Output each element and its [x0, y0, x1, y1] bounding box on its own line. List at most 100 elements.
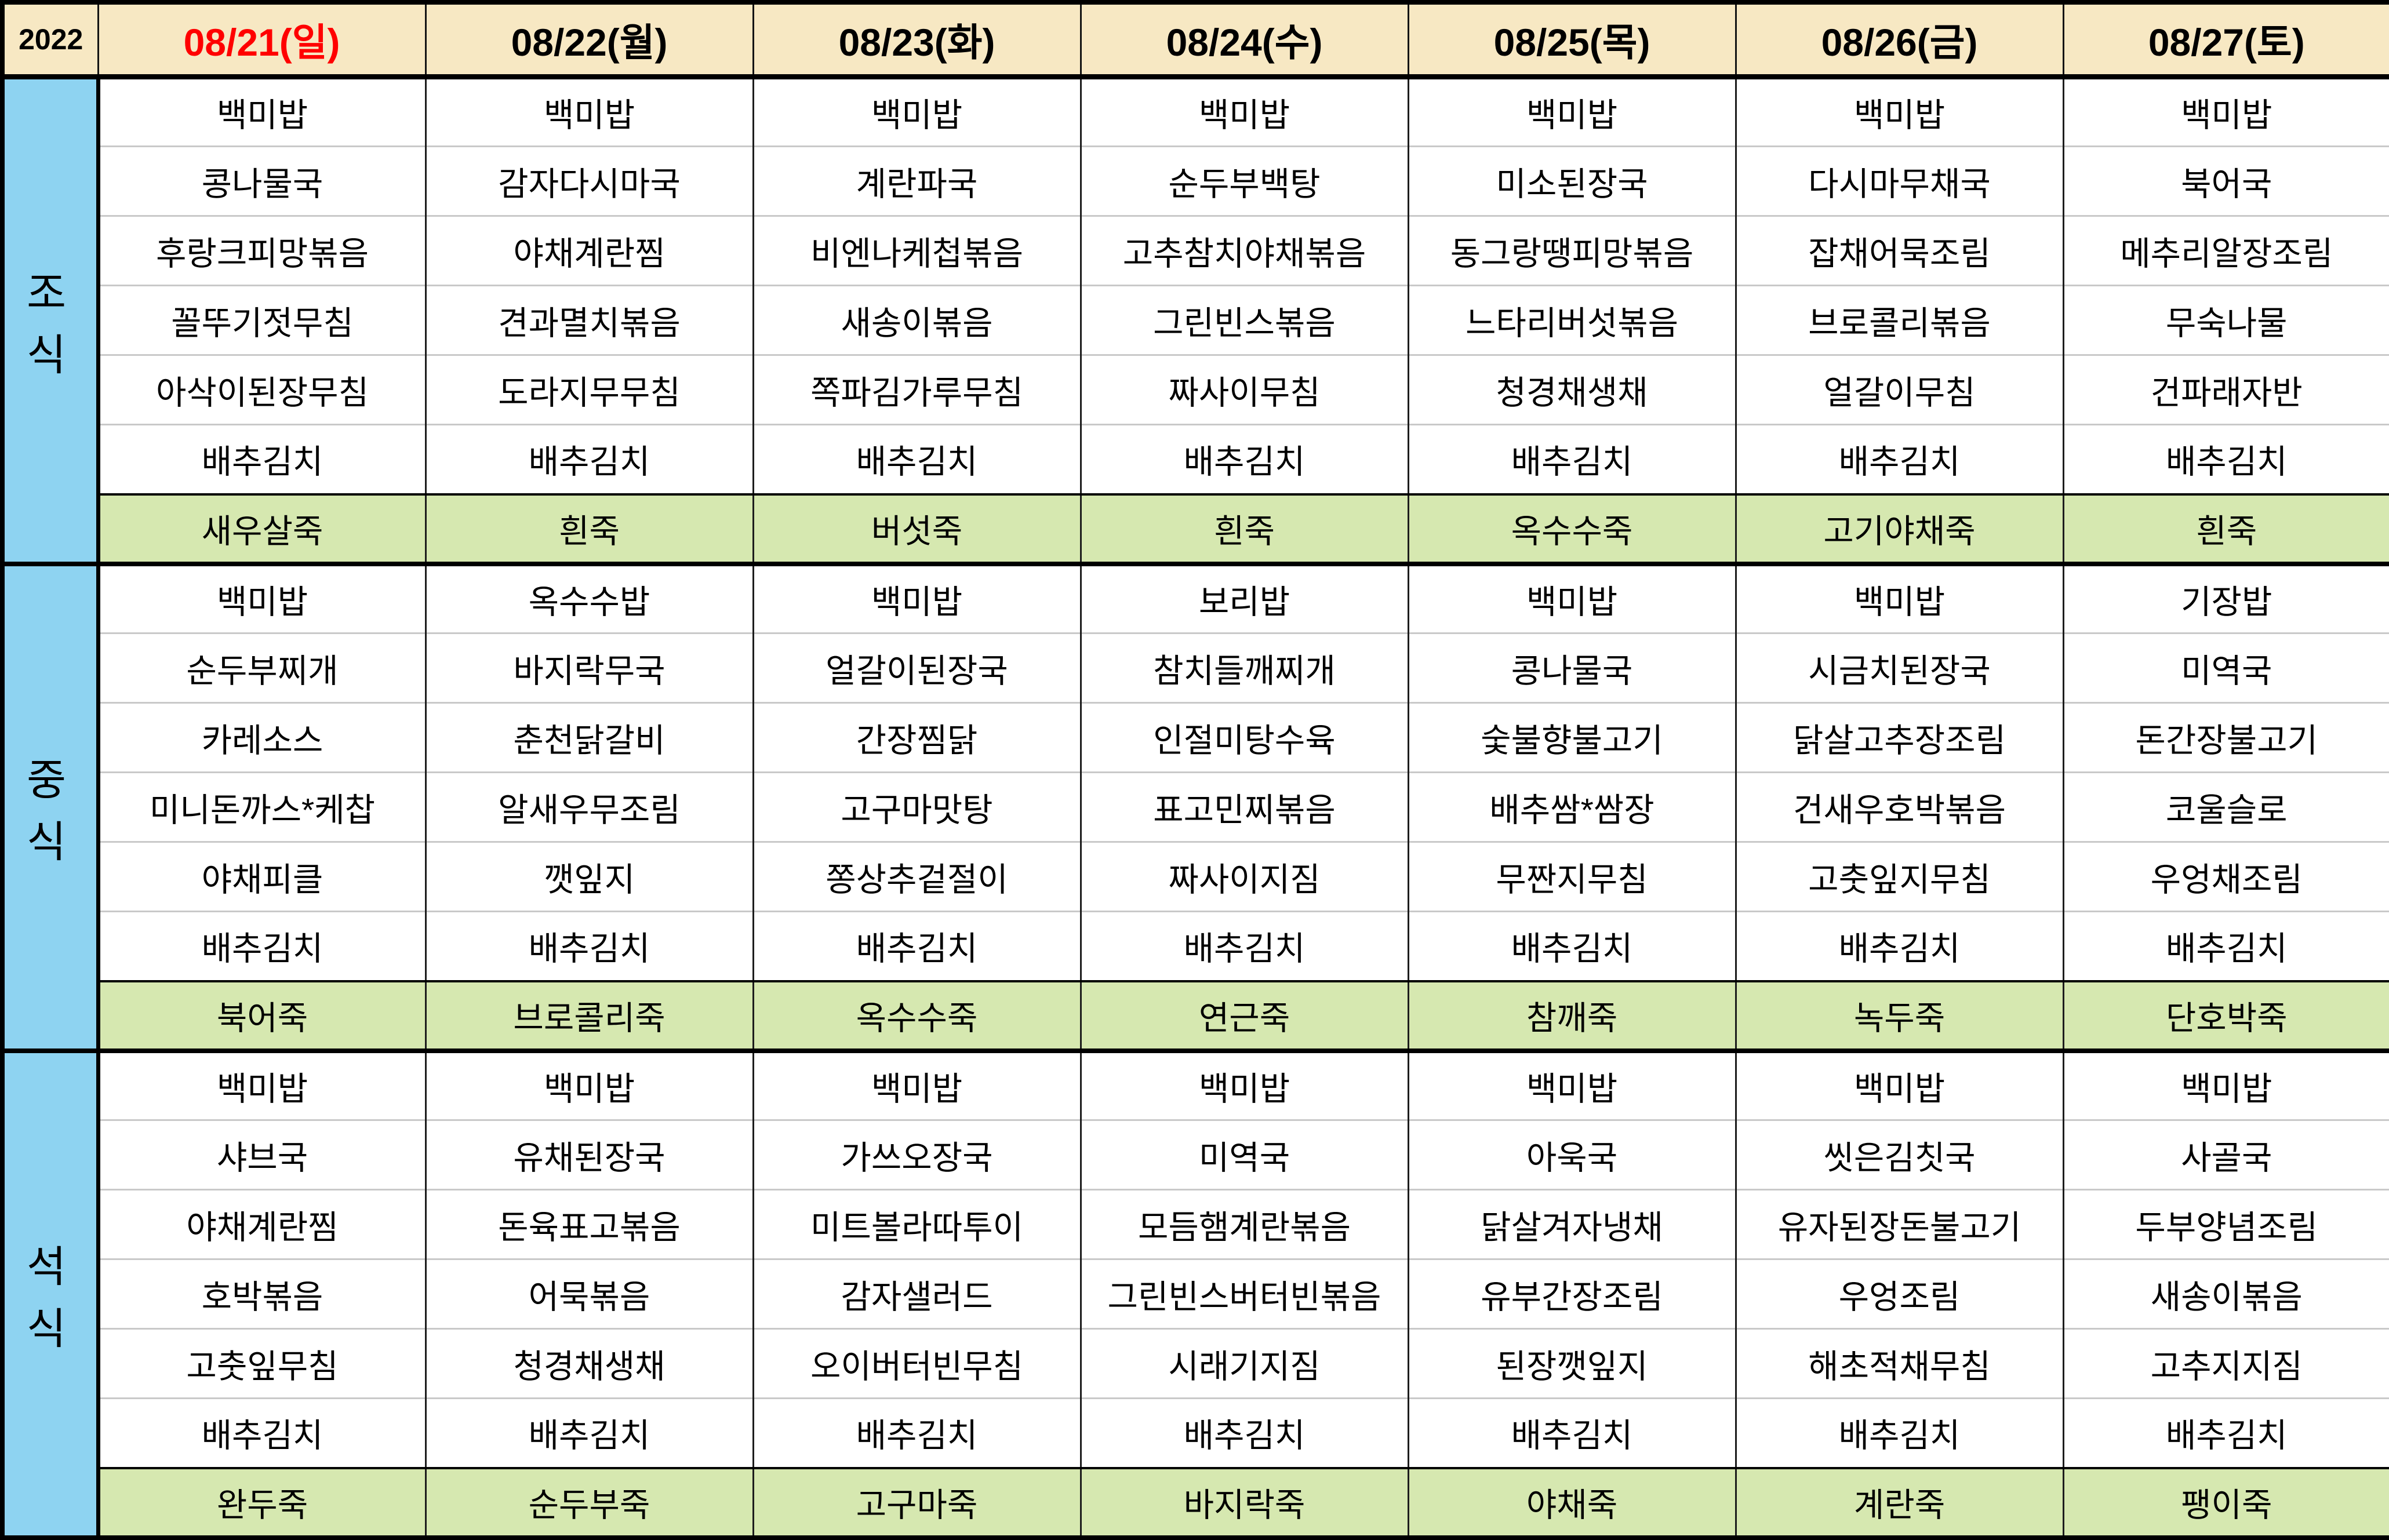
- menu-cell: 모듬햄계란볶음: [1079, 1189, 1408, 1259]
- menu-cell: 콩나물국: [97, 145, 426, 216]
- menu-row: 석식 백미밥 백미밥 백미밥 백미밥 백미밥 백미밥 백미밥: [2, 1050, 2389, 1540]
- menu-cell: 감자다시마국: [424, 145, 753, 216]
- menu-cell: 미트볼라따투이: [752, 1189, 1081, 1259]
- menu-cell: 유부간장조림: [1407, 1258, 1736, 1329]
- menu-cell: 사골국: [2062, 1119, 2389, 1190]
- menu-cell: 야채계란찜: [424, 215, 753, 286]
- menu-cell: 백미밥: [97, 76, 426, 147]
- menu-cell: 배추김치: [1407, 424, 1736, 494]
- meal-section-label: 석식: [2, 1050, 100, 1540]
- menu-cell: 고춧잎지무침: [1735, 841, 2063, 912]
- menu-cell: 무짠지무침: [1407, 841, 1736, 912]
- year-label: 2022: [1, 2, 98, 79]
- date-header-cell: 08/22(월): [424, 2, 753, 79]
- menu-cell: 미역국: [1079, 1119, 1408, 1190]
- menu-cell: 호박볶음: [97, 1258, 426, 1329]
- menu-cell: 배추김치: [1079, 424, 1408, 494]
- menu-row: 아삭이된장무침 도라지무무침 쪽파김가루무침 짜사이무침 청경채생채 얼갈이무침 건파래자반: [2, 354, 2389, 425]
- menu-cell: 간장찜닭: [752, 702, 1081, 773]
- menu-cell: 우엉조림: [1735, 1258, 2063, 1329]
- menu-cell: 고구마맛탕: [752, 771, 1081, 842]
- menu-cell: 백미밥: [1735, 563, 2063, 634]
- menu-row: 꼴뚜기젓무침 견과멸치볶음 새송이볶음 그린빈스볶음 느타리버섯볶음 브로콜리볶음 무숙나물: [2, 285, 2389, 355]
- menu-cell: 배추김치: [2062, 424, 2389, 494]
- menu-cell: 시금치된장국: [1735, 632, 2063, 703]
- menu-cell: 아욱국: [1407, 1119, 1736, 1190]
- menu-cell: 배추쌈*쌈장: [1407, 771, 1736, 842]
- menu-cell: 배추김치: [1735, 911, 2063, 981]
- menu-cell: 닭살겨자냉채: [1407, 1189, 1736, 1259]
- menu-cell: 씻은김칫국: [1735, 1119, 2063, 1190]
- menu-cell: 배추김치: [752, 911, 1081, 981]
- menu-cell: 유자된장돈불고기: [1735, 1189, 2063, 1259]
- porridge-row: 새우살죽 흰죽 버섯죽 흰죽 옥수수죽 고기야채죽 흰죽: [2, 493, 2389, 566]
- menu-cell: 백미밥: [97, 563, 426, 634]
- porridge-cell: 흰죽: [2062, 493, 2389, 566]
- porridge-cell: 순두부죽: [424, 1466, 753, 1540]
- menu-cell: 백미밥: [752, 76, 1081, 147]
- menu-cell: 어묵볶음: [424, 1258, 753, 1329]
- menu-cell: 비엔나케첩볶음: [752, 215, 1081, 286]
- date-header-cell: 08/25(목): [1407, 2, 1736, 79]
- porridge-cell: 흰죽: [1079, 493, 1408, 566]
- menu-cell: 옥수수밥: [424, 563, 753, 634]
- menu-cell: 얼갈이무침: [1735, 354, 2063, 425]
- menu-cell: 백미밥: [97, 1050, 426, 1120]
- menu-body: 조식 백미밥 백미밥 백미밥 백미밥 백미밥 백미밥 백미밥 콩나물국 감자다시마국 계란파국 순두부…: [2, 76, 2389, 1540]
- menu-cell: 배추김치: [424, 424, 753, 494]
- menu-cell: 백미밥: [2062, 1050, 2389, 1120]
- menu-cell: 백미밥: [752, 563, 1081, 634]
- menu-cell: 숯불향불고기: [1407, 702, 1736, 773]
- menu-row: 고춧잎무침 청경채생채 오이버터빈무침 시래기지짐 된장깻잎지 해초적채무침 고추지지짐: [2, 1328, 2389, 1399]
- menu-cell: 다시마무채국: [1735, 145, 2063, 216]
- menu-cell: 배추김치: [97, 911, 426, 981]
- menu-cell: 미니돈까스*케찹: [97, 771, 426, 842]
- porridge-cell: 바지락죽: [1079, 1466, 1408, 1540]
- menu-cell: 춘천닭갈비: [424, 702, 753, 773]
- menu-cell: 야채계란찜: [97, 1189, 426, 1259]
- menu-cell: 북어국: [2062, 145, 2389, 216]
- menu-cell: 계란파국: [752, 145, 1081, 216]
- menu-cell: 백미밥: [752, 1050, 1081, 1120]
- menu-cell: 우엉채조림: [2062, 841, 2389, 912]
- menu-cell: 가쓰오장국: [752, 1119, 1081, 1190]
- menu-cell: 무숙나물: [2062, 285, 2389, 355]
- menu-cell: 후랑크피망볶음: [97, 215, 426, 286]
- porridge-cell: 새우살죽: [97, 493, 426, 566]
- menu-cell: 쫑상추겉절이: [752, 841, 1081, 912]
- menu-cell: 브로콜리볶음: [1735, 285, 2063, 355]
- menu-cell: 견과멸치볶음: [424, 285, 753, 355]
- menu-row: 중식 백미밥 옥수수밥 백미밥 보리밥 백미밥 백미밥 기장밥: [2, 563, 2389, 1053]
- porridge-cell: 고기야채죽: [1735, 493, 2063, 566]
- menu-cell: 새송이볶음: [2062, 1258, 2389, 1329]
- menu-cell: 새송이볶음: [752, 285, 1081, 355]
- menu-cell: 쪽파김가루무침: [752, 354, 1081, 425]
- menu-cell: 백미밥: [1735, 1050, 2063, 1120]
- menu-cell: 해초적채무침: [1735, 1328, 2063, 1399]
- menu-cell: 깻잎지: [424, 841, 753, 912]
- menu-cell: 짜사이지짐: [1079, 841, 1408, 912]
- menu-cell: 아삭이된장무침: [97, 354, 426, 425]
- menu-row: 야채피클 깻잎지 쫑상추겉절이 짜사이지짐 무짠지무침 고춧잎지무침 우엉채조림: [2, 841, 2389, 912]
- menu-cell: 백미밥: [1735, 76, 2063, 147]
- porridge-cell: 브로콜리죽: [424, 980, 753, 1053]
- menu-row: 호박볶음 어묵볶음 감자샐러드 그린빈스버터빈볶음 유부간장조림 우엉조림 새송이볶음: [2, 1258, 2389, 1329]
- menu-cell: 그린빈스버터빈볶음: [1079, 1258, 1408, 1329]
- menu-cell: 짜사이무침: [1079, 354, 1408, 425]
- menu-cell: 미역국: [2062, 632, 2389, 703]
- menu-cell: 코울슬로: [2062, 771, 2389, 842]
- menu-cell: 미소된장국: [1407, 145, 1736, 216]
- menu-row: 미니돈까스*케찹 알새우무조림 고구마맛탕 표고민찌볶음 배추쌈*쌈장 건새우호박볶음 코울…: [2, 771, 2389, 842]
- menu-cell: 배추김치: [1735, 1397, 2063, 1468]
- porridge-cell: 고구마죽: [752, 1466, 1081, 1540]
- menu-row: 순두부찌개 바지락무국 얼갈이된장국 참치들깨찌개 콩나물국 시금치된장국 미역국: [2, 632, 2389, 703]
- porridge-cell: 흰죽: [424, 493, 753, 566]
- menu-cell: 유채된장국: [424, 1119, 753, 1190]
- menu-cell: 건새우호박볶음: [1735, 771, 2063, 842]
- menu-cell: 배추김치: [752, 424, 1081, 494]
- porridge-cell: 야채죽: [1407, 1466, 1736, 1540]
- porridge-cell: 북어죽: [97, 980, 426, 1053]
- menu-cell: 배추김치: [97, 424, 426, 494]
- menu-cell: 배추김치: [2062, 911, 2389, 981]
